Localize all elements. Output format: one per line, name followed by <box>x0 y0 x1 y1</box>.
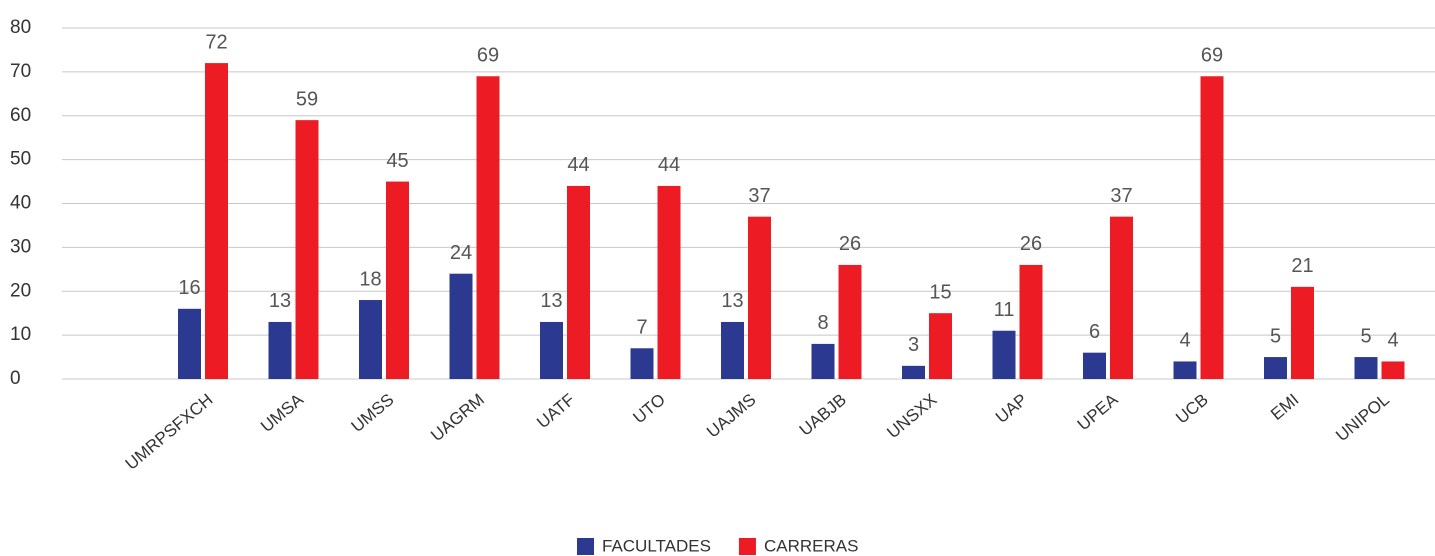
x-tick-label: UABJB <box>796 390 850 440</box>
data-label: 4 <box>1387 330 1398 352</box>
data-label: 69 <box>1201 45 1223 67</box>
bar <box>567 185 590 379</box>
bar <box>630 348 654 379</box>
bar <box>992 330 1016 379</box>
y-tick-label: 10 <box>10 324 31 345</box>
x-tick-label: UMSA <box>257 390 307 437</box>
y-tick-label: 40 <box>10 193 31 214</box>
x-tick-label: UMSS <box>348 390 398 436</box>
x-tick-label: EMI <box>1267 390 1302 424</box>
data-label: 69 <box>477 45 499 67</box>
x-tick-label: UAGRM <box>427 390 488 445</box>
data-label: 44 <box>567 154 589 176</box>
bar <box>1291 286 1314 379</box>
data-label: 26 <box>839 233 861 255</box>
bar <box>1173 361 1197 379</box>
bar <box>1110 216 1133 379</box>
x-tick-label: UNIPOL <box>1332 390 1393 445</box>
bar <box>540 321 563 379</box>
data-label: 26 <box>1020 233 1042 255</box>
bar <box>178 308 201 379</box>
y-tick-label: 50 <box>10 149 31 170</box>
data-label: 4 <box>1179 330 1190 352</box>
bar <box>1200 76 1224 379</box>
data-label: 37 <box>748 185 770 207</box>
y-tick-label: 60 <box>10 105 31 126</box>
data-label: 5 <box>1360 325 1371 347</box>
data-label: 13 <box>269 290 291 312</box>
data-label: 13 <box>721 290 743 312</box>
bar <box>721 321 744 379</box>
bar <box>811 343 835 379</box>
bar <box>295 120 319 379</box>
data-label: 21 <box>1291 255 1313 277</box>
x-tick-label: UAJMS <box>703 390 759 442</box>
bar <box>449 273 473 379</box>
bar <box>476 76 500 379</box>
data-label: 8 <box>817 312 828 334</box>
data-label: 7 <box>636 317 647 339</box>
bar <box>657 185 681 379</box>
data-label: 15 <box>929 281 951 303</box>
bar <box>1381 361 1405 379</box>
data-label: 44 <box>658 154 680 176</box>
y-tick-label: 20 <box>10 280 31 301</box>
data-label: 6 <box>1089 321 1100 343</box>
data-label: 45 <box>386 150 408 172</box>
bar <box>902 365 925 379</box>
bar <box>205 63 228 379</box>
bar <box>1354 357 1378 379</box>
legend-label: CARRERAS <box>764 536 858 555</box>
legend-label: FACULTADES <box>602 536 711 555</box>
bar <box>1019 264 1043 379</box>
data-label: 59 <box>296 88 318 110</box>
bar <box>1083 352 1106 379</box>
x-tick-label: UATF <box>533 390 578 432</box>
data-label: 16 <box>178 277 200 299</box>
data-label: 24 <box>450 242 472 264</box>
legend-swatch <box>577 538 594 555</box>
y-tick-label: 30 <box>10 236 31 257</box>
x-tick-label: UMRPSFXCH <box>122 390 217 474</box>
data-label: 37 <box>1110 185 1132 207</box>
data-label: 5 <box>1270 325 1281 347</box>
bar <box>1264 357 1287 379</box>
x-tick-label: UAP <box>992 390 1031 427</box>
bar <box>748 216 771 379</box>
x-tick-label: UNSXX <box>883 390 940 442</box>
bar <box>386 181 409 379</box>
bar <box>268 321 292 379</box>
data-label: 18 <box>359 268 381 290</box>
bar <box>838 264 862 379</box>
x-tick-label: UCB <box>1172 390 1212 428</box>
y-tick-label: 80 <box>10 17 31 38</box>
y-tick-label: 70 <box>10 61 31 82</box>
x-tick-label: UPEA <box>1074 390 1122 435</box>
data-label: 13 <box>540 290 562 312</box>
data-label: 11 <box>994 299 1015 321</box>
data-label: 3 <box>908 334 919 356</box>
data-label: 72 <box>205 31 227 53</box>
bar <box>359 300 382 379</box>
bar <box>929 313 952 379</box>
legend-swatch <box>738 538 756 555</box>
y-tick-label: 0 <box>10 368 21 389</box>
x-tick-label: UTO <box>629 390 668 427</box>
